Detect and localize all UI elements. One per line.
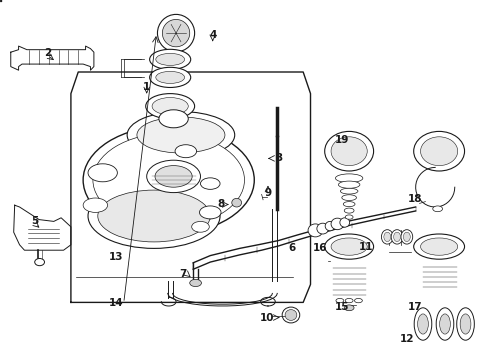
Ellipse shape — [403, 232, 409, 242]
Ellipse shape — [282, 307, 299, 323]
Ellipse shape — [83, 126, 254, 234]
Ellipse shape — [83, 198, 107, 212]
Ellipse shape — [152, 98, 188, 115]
Ellipse shape — [381, 230, 392, 244]
Ellipse shape — [345, 215, 352, 219]
Ellipse shape — [191, 221, 209, 232]
Text: 13: 13 — [109, 252, 123, 262]
Text: 14: 14 — [109, 298, 123, 308]
Ellipse shape — [330, 137, 366, 166]
Ellipse shape — [93, 133, 244, 227]
Text: 16: 16 — [312, 243, 327, 253]
Ellipse shape — [156, 53, 184, 66]
Ellipse shape — [316, 223, 328, 234]
Text: 8: 8 — [217, 199, 224, 210]
Ellipse shape — [162, 19, 189, 47]
Ellipse shape — [456, 308, 473, 340]
Ellipse shape — [137, 117, 224, 153]
Text: 10: 10 — [260, 312, 274, 323]
Text: 15: 15 — [334, 302, 349, 312]
Text: 9: 9 — [264, 188, 271, 198]
Ellipse shape — [335, 298, 343, 303]
Ellipse shape — [155, 166, 192, 187]
Text: 19: 19 — [334, 135, 349, 145]
Ellipse shape — [420, 238, 457, 255]
Ellipse shape — [88, 184, 220, 248]
Ellipse shape — [149, 49, 190, 69]
Text: 6: 6 — [288, 243, 295, 253]
Text: 17: 17 — [407, 302, 421, 312]
Ellipse shape — [354, 298, 362, 303]
Ellipse shape — [325, 221, 334, 231]
Ellipse shape — [413, 308, 431, 340]
Ellipse shape — [390, 230, 402, 244]
Ellipse shape — [285, 310, 296, 320]
Ellipse shape — [344, 208, 353, 213]
Text: 2: 2 — [44, 48, 51, 58]
Ellipse shape — [324, 234, 373, 259]
Ellipse shape — [149, 67, 190, 87]
Ellipse shape — [432, 206, 442, 212]
Text: 3: 3 — [275, 153, 282, 163]
Ellipse shape — [156, 71, 184, 84]
Ellipse shape — [127, 112, 234, 158]
Ellipse shape — [338, 181, 359, 188]
Text: 1: 1 — [143, 82, 150, 92]
Ellipse shape — [383, 232, 390, 242]
Ellipse shape — [189, 279, 201, 287]
Ellipse shape — [343, 202, 354, 207]
Ellipse shape — [200, 178, 220, 189]
Ellipse shape — [335, 174, 362, 183]
Ellipse shape — [400, 230, 412, 244]
Ellipse shape — [157, 14, 194, 52]
Ellipse shape — [175, 145, 196, 158]
Text: 12: 12 — [399, 334, 413, 344]
Ellipse shape — [159, 110, 188, 128]
Ellipse shape — [435, 308, 453, 340]
Ellipse shape — [199, 206, 221, 219]
Ellipse shape — [231, 198, 241, 207]
Ellipse shape — [439, 314, 449, 334]
Ellipse shape — [340, 188, 357, 194]
Ellipse shape — [307, 224, 322, 237]
Ellipse shape — [330, 218, 343, 230]
Ellipse shape — [98, 190, 210, 242]
Ellipse shape — [35, 258, 44, 266]
Ellipse shape — [413, 131, 464, 171]
Text: 7: 7 — [179, 269, 187, 279]
Ellipse shape — [339, 218, 349, 227]
Text: 18: 18 — [407, 194, 421, 204]
Ellipse shape — [420, 137, 457, 166]
Ellipse shape — [330, 238, 366, 255]
Ellipse shape — [459, 314, 470, 334]
Ellipse shape — [324, 131, 373, 171]
Ellipse shape — [88, 164, 117, 182]
Text: 5: 5 — [32, 216, 39, 226]
Ellipse shape — [341, 195, 356, 201]
Ellipse shape — [413, 234, 464, 259]
Ellipse shape — [145, 94, 194, 119]
Ellipse shape — [417, 314, 427, 334]
Text: 4: 4 — [208, 30, 216, 40]
Ellipse shape — [345, 298, 352, 303]
Ellipse shape — [146, 160, 200, 193]
Ellipse shape — [344, 305, 353, 311]
Text: 11: 11 — [358, 242, 372, 252]
Ellipse shape — [393, 232, 400, 242]
